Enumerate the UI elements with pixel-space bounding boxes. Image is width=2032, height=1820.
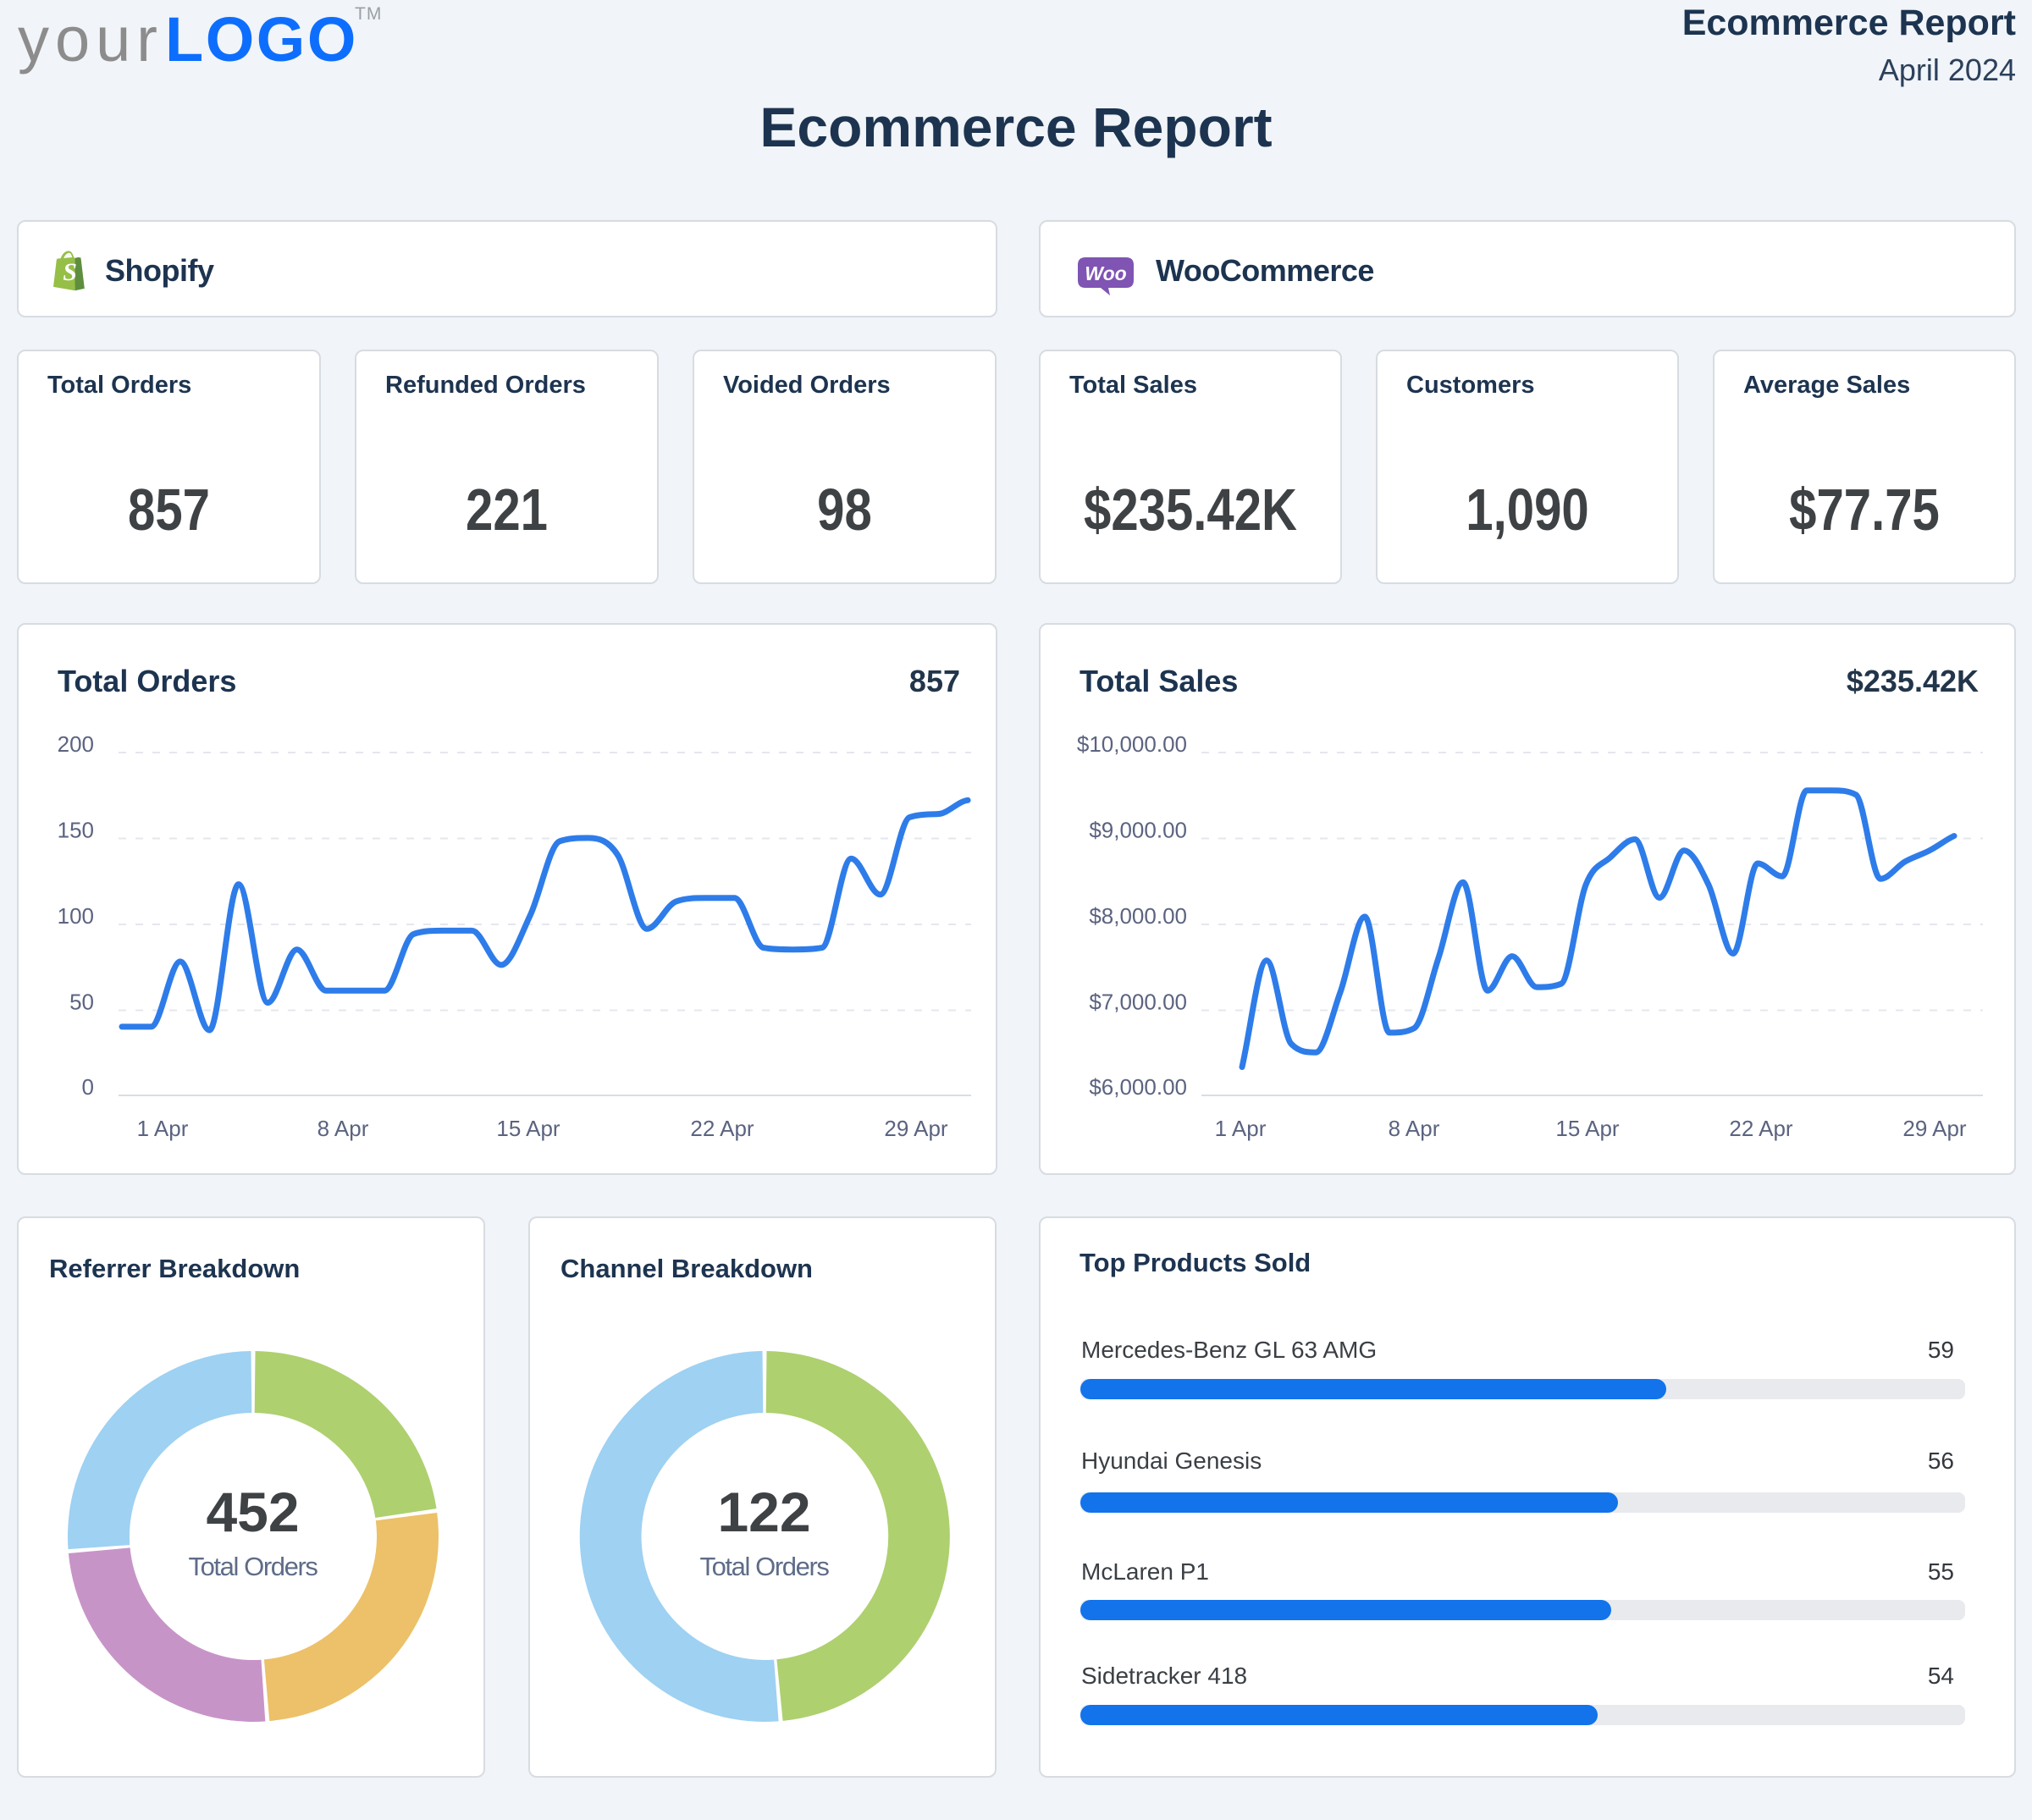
svg-text:29 Apr: 29 Apr xyxy=(884,1116,948,1141)
svg-text:22 Apr: 22 Apr xyxy=(690,1116,754,1141)
svg-text:8 Apr: 8 Apr xyxy=(1389,1116,1440,1141)
svg-text:100: 100 xyxy=(58,903,94,929)
svg-text:1 Apr: 1 Apr xyxy=(1215,1116,1267,1141)
svg-text:S: S xyxy=(63,258,77,286)
svg-text:$9,000.00: $9,000.00 xyxy=(1089,818,1187,843)
svg-text:50: 50 xyxy=(69,990,94,1015)
svg-text:0: 0 xyxy=(82,1074,94,1100)
svg-text:150: 150 xyxy=(58,818,94,843)
svg-text:29 Apr: 29 Apr xyxy=(1902,1116,1967,1141)
svg-text:15 Apr: 15 Apr xyxy=(1555,1116,1620,1141)
svg-text:8 Apr: 8 Apr xyxy=(318,1116,369,1141)
svg-text:$6,000.00: $6,000.00 xyxy=(1089,1074,1187,1100)
svg-text:$10,000.00: $10,000.00 xyxy=(1077,731,1187,757)
svg-text:1 Apr: 1 Apr xyxy=(137,1116,189,1141)
svg-text:15 Apr: 15 Apr xyxy=(496,1116,560,1141)
svg-text:200: 200 xyxy=(58,731,94,757)
svg-text:$7,000.00: $7,000.00 xyxy=(1089,990,1187,1015)
svg-text:22 Apr: 22 Apr xyxy=(1729,1116,1793,1141)
svg-text:$8,000.00: $8,000.00 xyxy=(1089,903,1187,929)
svg-text:Woo: Woo xyxy=(1085,262,1126,284)
